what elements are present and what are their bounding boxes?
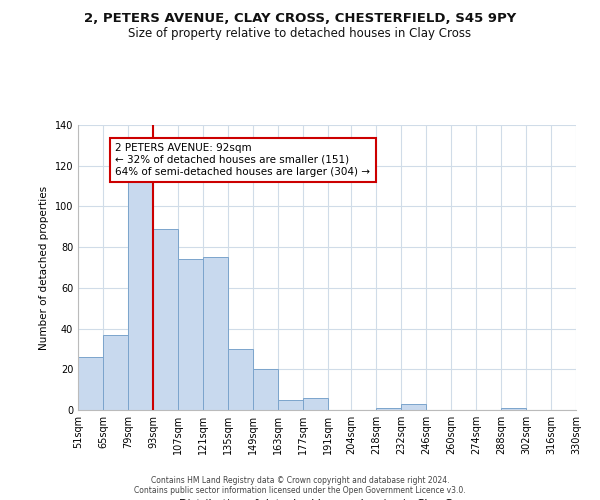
Text: Contains HM Land Registry data © Crown copyright and database right 2024.: Contains HM Land Registry data © Crown c…	[151, 476, 449, 485]
Bar	[178, 260, 203, 410]
Bar	[253, 370, 278, 410]
Text: Size of property relative to detached houses in Clay Cross: Size of property relative to detached ho…	[128, 28, 472, 40]
Bar	[128, 170, 153, 410]
Bar	[303, 398, 328, 410]
Bar	[103, 334, 128, 410]
Bar	[228, 349, 253, 410]
Bar	[203, 258, 228, 410]
Bar	[501, 408, 526, 410]
X-axis label: Distribution of detached houses by size in Clay Cross: Distribution of detached houses by size …	[179, 498, 475, 500]
Bar	[78, 357, 103, 410]
Text: 2, PETERS AVENUE, CLAY CROSS, CHESTERFIELD, S45 9PY: 2, PETERS AVENUE, CLAY CROSS, CHESTERFIE…	[84, 12, 516, 26]
Y-axis label: Number of detached properties: Number of detached properties	[39, 186, 49, 350]
Text: 2 PETERS AVENUE: 92sqm
← 32% of detached houses are smaller (151)
64% of semi-de: 2 PETERS AVENUE: 92sqm ← 32% of detached…	[115, 144, 370, 176]
Bar	[376, 408, 401, 410]
Bar	[401, 404, 426, 410]
Text: Contains public sector information licensed under the Open Government Licence v3: Contains public sector information licen…	[134, 486, 466, 495]
Bar	[153, 229, 178, 410]
Bar	[278, 400, 303, 410]
